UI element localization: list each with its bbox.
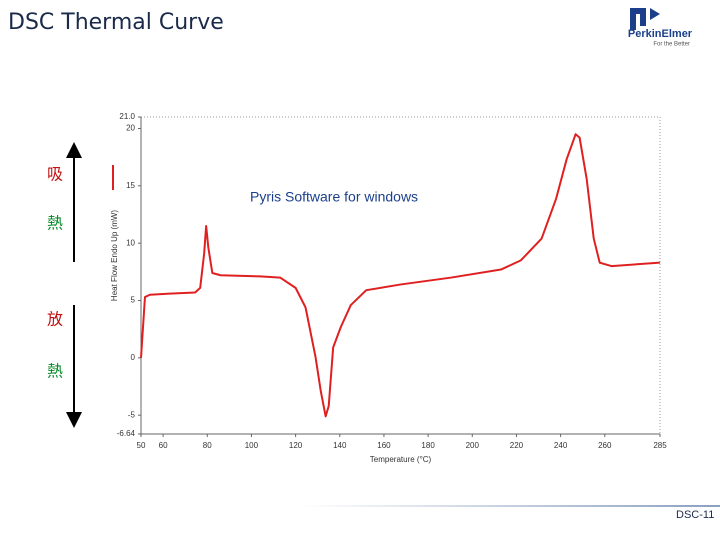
side-label: 熱 [47, 214, 63, 233]
x-tick-label: 285 [653, 441, 667, 450]
slide-number: DSC-11 [676, 509, 715, 521]
logo-name: PerkinElmer [628, 28, 693, 40]
y-tick-label: 10 [126, 238, 135, 247]
y-tick-label: -6.64 [117, 429, 136, 438]
side-label: 熱 [47, 362, 63, 381]
footer-rule [300, 505, 720, 507]
annotation: Pyris Software for windows [250, 189, 418, 205]
y-tick-label: -5 [128, 410, 136, 419]
x-tick-label: 220 [510, 441, 524, 450]
y-tick-label: 0 [131, 353, 136, 362]
side-label: 放 [47, 310, 63, 329]
y-axis-label: Heat Flow Endo Up (mW) [110, 210, 119, 301]
y-tick-label: 21.0 [119, 112, 135, 121]
logo-mark [630, 8, 646, 30]
y-tick-label: 5 [131, 296, 136, 305]
x-axis-label: Temperature (°C) [370, 455, 432, 464]
slide-title: DSC Thermal Curve [8, 10, 224, 35]
side-label: 吸 [47, 165, 63, 184]
x-tick-label: 60 [159, 441, 168, 450]
x-tick-label: 260 [598, 441, 612, 450]
x-tick-label: 80 [203, 441, 212, 450]
x-tick-label: 180 [421, 441, 435, 450]
logo-tagline: For the Better [653, 42, 690, 48]
x-tick-label: 240 [554, 441, 568, 450]
x-tick-label: 160 [377, 441, 391, 450]
y-tick-label: 20 [126, 124, 135, 133]
data-line [140, 133, 661, 418]
x-tick-label: 50 [137, 441, 146, 450]
x-tick-label: 100 [245, 441, 259, 450]
y-tick-label: 15 [126, 181, 135, 190]
x-tick-label: 140 [333, 441, 347, 450]
x-tick-label: 200 [466, 441, 480, 450]
x-tick-label: 120 [289, 441, 303, 450]
logo-mark [650, 8, 660, 20]
